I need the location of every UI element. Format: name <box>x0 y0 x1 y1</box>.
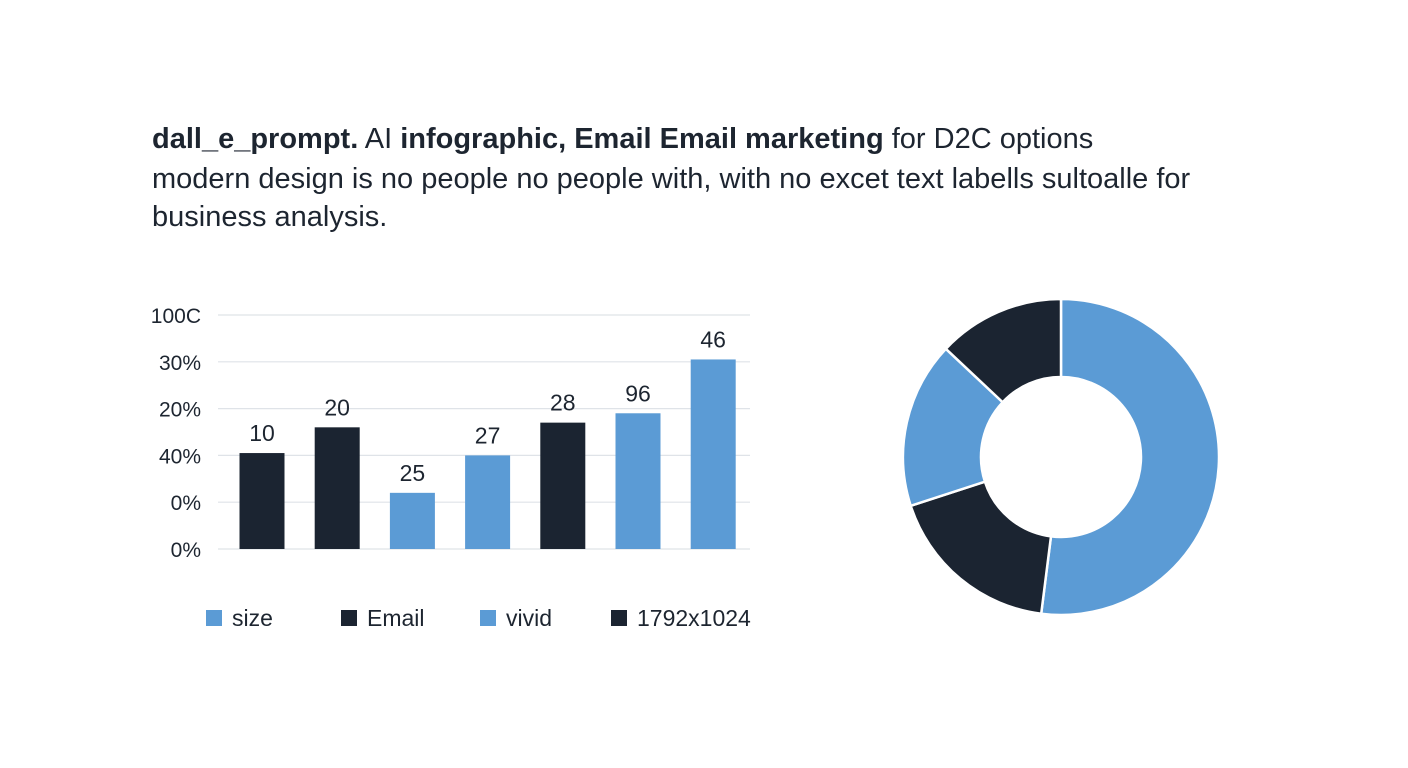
title-run: dall_e_prompt. <box>152 123 358 155</box>
donut-slice <box>901 347 1005 508</box>
title-run: AI <box>358 123 400 155</box>
bar-annotation: 27 <box>475 422 501 448</box>
legend-label: Email <box>367 605 425 631</box>
legend-swatch <box>206 610 222 626</box>
bar-annotation: 10 <box>249 420 275 446</box>
title-line: modern design is no people no people wit… <box>152 163 1191 195</box>
bar-annotation: 25 <box>400 460 426 486</box>
legend-swatch <box>480 610 496 626</box>
bar <box>465 455 511 549</box>
y-tick-label: 0% <box>171 539 201 562</box>
y-tick-label: 30% <box>159 352 201 375</box>
bar-annotation: 46 <box>700 326 726 352</box>
donut-slice <box>1039 297 1221 617</box>
y-tick-label: 100C <box>151 305 201 328</box>
donut-slice <box>909 480 1053 616</box>
legend-swatch <box>611 610 627 626</box>
bar <box>314 427 360 549</box>
title-line: dall_e_prompt. AI infographic, Email Ema… <box>152 123 1093 155</box>
bar-annotation: 28 <box>550 390 576 416</box>
bar <box>615 413 661 549</box>
bar <box>389 492 435 549</box>
title-run: business analysis. <box>152 201 387 233</box>
legend-swatch <box>341 610 357 626</box>
title-line: business analysis. <box>152 201 387 233</box>
legend-label: vivid <box>506 605 552 631</box>
bar <box>690 359 736 549</box>
y-tick-label: 0% <box>171 492 201 515</box>
y-tick-label: 20% <box>159 399 201 422</box>
bar <box>239 453 285 549</box>
bar <box>540 422 586 549</box>
title-run: for D2C options <box>884 123 1094 155</box>
donut-slice <box>944 297 1063 405</box>
bar-annotation: 96 <box>625 380 651 406</box>
bar-annotation: 20 <box>324 394 350 420</box>
y-tick-label: 40% <box>159 445 201 468</box>
legend-label: 1792x1024 <box>637 605 751 631</box>
title-run: modern design is no people no people wit… <box>152 163 1191 195</box>
legend-label: size <box>232 605 273 631</box>
title-run: infographic, Email Email marketing <box>400 123 883 155</box>
